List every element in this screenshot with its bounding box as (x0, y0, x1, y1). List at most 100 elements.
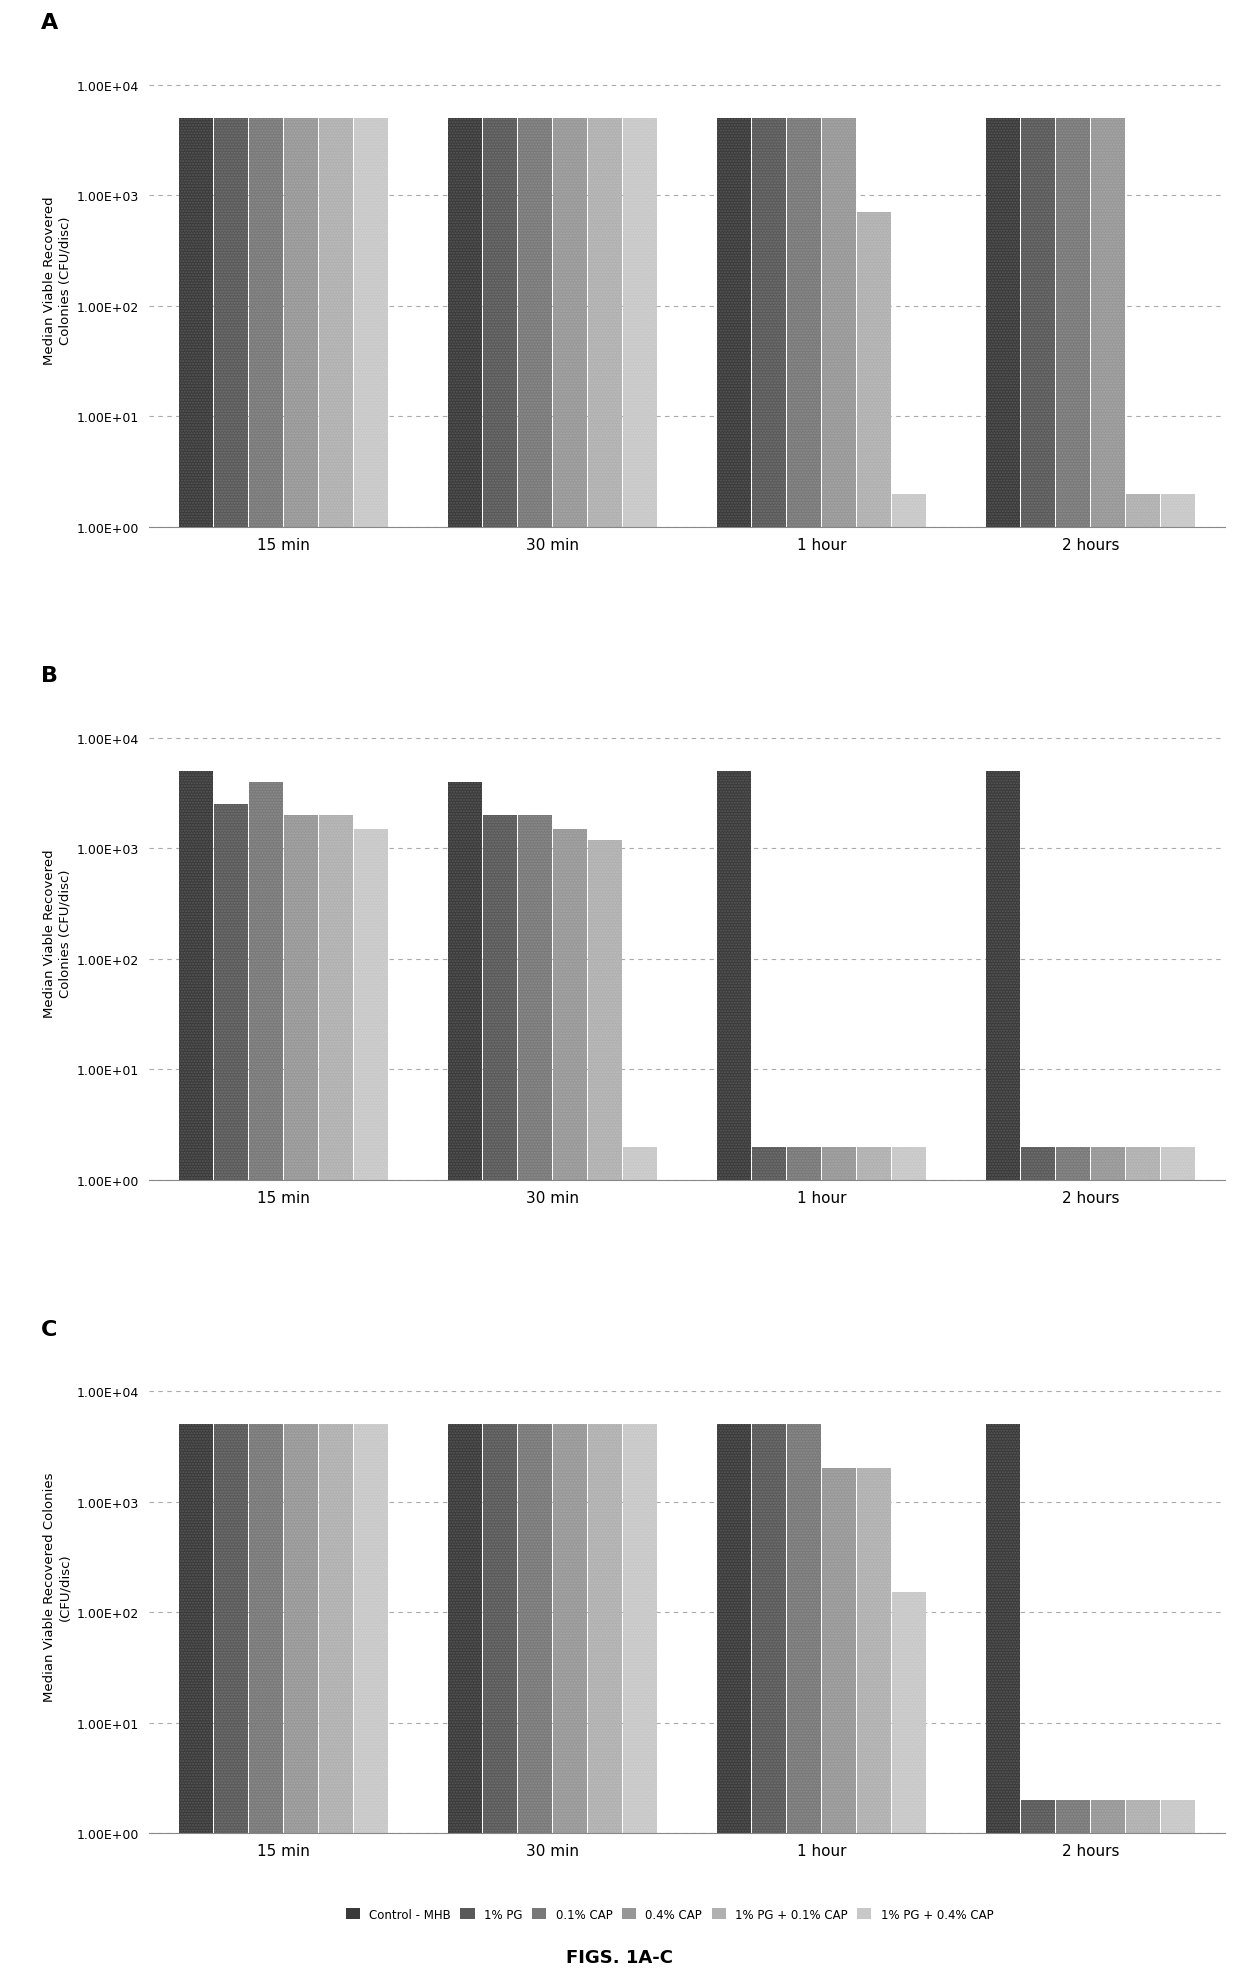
Bar (751, 1148, 786, 1181)
Bar (857, 214, 892, 527)
Bar (787, 119, 821, 527)
Bar (448, 119, 482, 527)
Bar (1091, 1148, 1125, 1181)
Bar (1161, 1800, 1195, 1833)
Bar (822, 1469, 856, 1833)
Bar (249, 783, 283, 1181)
Bar (448, 119, 482, 527)
Bar (518, 119, 552, 527)
Bar (892, 494, 926, 527)
Bar (284, 1425, 317, 1833)
Bar (1055, 119, 1090, 527)
Bar (179, 771, 213, 1181)
Bar (284, 817, 317, 1181)
Bar (553, 1425, 587, 1833)
Bar (353, 830, 388, 1181)
Bar (518, 1425, 552, 1833)
Bar (1055, 1800, 1090, 1833)
Y-axis label: Median Viable Recovered
Colonies (CFU/disc): Median Viable Recovered Colonies (CFU/di… (43, 196, 71, 365)
Bar (857, 1469, 892, 1833)
Bar (518, 119, 552, 527)
Bar (1055, 119, 1090, 527)
Bar (751, 119, 786, 527)
Bar (284, 119, 317, 527)
Bar (588, 840, 622, 1181)
Bar (353, 1425, 388, 1833)
Bar (1055, 1800, 1090, 1833)
Text: A: A (41, 14, 58, 34)
Bar (1161, 1148, 1195, 1181)
Bar (319, 119, 353, 527)
Bar (986, 771, 1021, 1181)
Bar (717, 1425, 751, 1833)
Bar (622, 119, 657, 527)
Bar (249, 1425, 283, 1833)
Bar (249, 1425, 283, 1833)
Bar (986, 1425, 1021, 1833)
Bar (857, 1148, 892, 1181)
Bar (1126, 1148, 1161, 1181)
Bar (1021, 1800, 1055, 1833)
Bar (1021, 1148, 1055, 1181)
Bar (717, 119, 751, 527)
Y-axis label: Median Viable Recovered
Colonies (CFU/disc): Median Viable Recovered Colonies (CFU/di… (43, 848, 71, 1017)
Bar (588, 1425, 622, 1833)
Bar (518, 817, 552, 1181)
Bar (892, 1594, 926, 1833)
Bar (1021, 119, 1055, 527)
Bar (1055, 1148, 1090, 1181)
Bar (179, 119, 213, 527)
Bar (986, 119, 1021, 527)
Bar (213, 1425, 248, 1833)
Bar (787, 1425, 821, 1833)
Bar (482, 119, 517, 527)
Bar (249, 119, 283, 527)
Bar (622, 1425, 657, 1833)
Bar (1091, 1800, 1125, 1833)
Bar (249, 119, 283, 527)
Bar (448, 1425, 482, 1833)
Bar (1161, 1148, 1195, 1181)
Bar (857, 1148, 892, 1181)
Bar (622, 1148, 657, 1181)
Bar (249, 783, 283, 1181)
Bar (319, 817, 353, 1181)
Bar (353, 830, 388, 1181)
Text: FIGS. 1A-C: FIGS. 1A-C (567, 1948, 673, 1966)
Bar (822, 1148, 856, 1181)
Legend: Control - MHB, 1% PG, 0.1% CAP, 0.4% CAP, 1% PG + 0.1% CAP, 1% PG + 0.4% CAP: Control - MHB, 1% PG, 0.1% CAP, 0.4% CAP… (346, 1907, 993, 1921)
Bar (448, 783, 482, 1181)
Bar (482, 1425, 517, 1833)
Y-axis label: Median Viable Recovered Colonies
(CFU/disc): Median Viable Recovered Colonies (CFU/di… (43, 1471, 71, 1701)
Bar (588, 840, 622, 1181)
Bar (179, 771, 213, 1181)
Bar (1126, 494, 1161, 527)
Bar (1091, 119, 1125, 527)
Bar (892, 494, 926, 527)
Bar (179, 1425, 213, 1833)
Bar (717, 1425, 751, 1833)
Bar (1161, 494, 1195, 527)
Bar (622, 1148, 657, 1181)
Bar (1021, 1148, 1055, 1181)
Bar (717, 119, 751, 527)
Bar (1091, 119, 1125, 527)
Bar (213, 1425, 248, 1833)
Text: B: B (41, 666, 58, 686)
Bar (353, 119, 388, 527)
Bar (179, 1425, 213, 1833)
Bar (717, 771, 751, 1181)
Bar (213, 805, 248, 1181)
Text: C: C (41, 1318, 57, 1340)
Bar (284, 817, 317, 1181)
Bar (353, 1425, 388, 1833)
Bar (1126, 1800, 1161, 1833)
Bar (751, 1425, 786, 1833)
Bar (553, 119, 587, 527)
Bar (1126, 1148, 1161, 1181)
Bar (1021, 119, 1055, 527)
Bar (787, 119, 821, 527)
Bar (822, 119, 856, 527)
Bar (319, 119, 353, 527)
Bar (179, 119, 213, 527)
